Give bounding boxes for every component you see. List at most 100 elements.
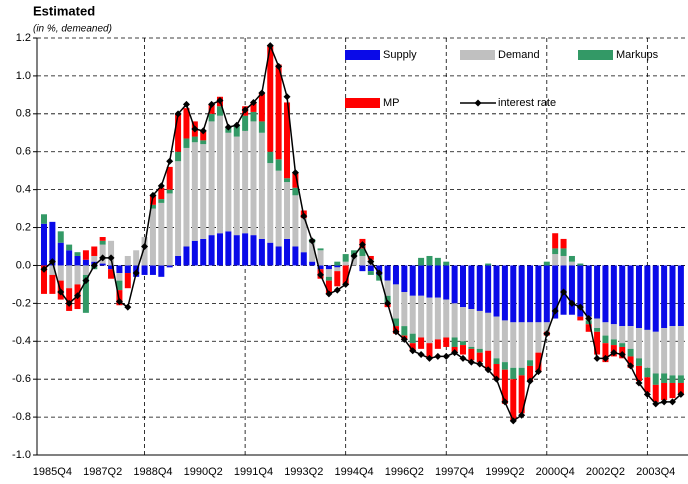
bar-segment — [619, 265, 626, 327]
bar-segment — [543, 261, 550, 266]
bar-segment — [392, 318, 399, 327]
bar-segment — [652, 265, 659, 332]
line-marker — [560, 288, 568, 296]
line-marker — [643, 390, 651, 398]
bar-segment — [175, 113, 182, 152]
bar-segment — [158, 202, 165, 266]
x-tick-label: 1990Q2 — [184, 466, 223, 478]
bar-segment — [309, 242, 316, 262]
bar-segment — [342, 254, 349, 262]
y-tick-label: -0.8 — [12, 411, 31, 423]
bar-segment — [543, 265, 550, 323]
line-marker — [367, 258, 375, 266]
bar-segment — [677, 265, 684, 327]
bar-segment — [409, 333, 416, 344]
bar-segment — [510, 265, 517, 323]
bar-segment — [258, 132, 265, 239]
bar-segment — [677, 375, 684, 383]
legend-item: Supply — [345, 49, 417, 61]
y-tick-label: 1.0 — [16, 70, 31, 82]
bar-segment — [275, 170, 282, 247]
x-tick-label: 2003Q4 — [636, 466, 675, 478]
y-tick-label: 1.2 — [16, 32, 31, 44]
bar-segment — [460, 307, 466, 342]
bar-segment — [359, 255, 366, 266]
line-marker — [518, 411, 526, 419]
bar-segment — [351, 255, 358, 266]
line-marker — [266, 42, 274, 50]
bar-segment — [175, 151, 182, 162]
bar-segment — [602, 343, 609, 363]
chart-title: Estimated — [33, 3, 95, 18]
bar-segment — [158, 187, 165, 200]
bar-segment — [661, 382, 668, 401]
x-tick-label: 1993Q2 — [284, 466, 323, 478]
bar-segment — [41, 265, 47, 294]
line-marker — [333, 286, 341, 294]
bar-segment — [568, 261, 575, 266]
bar-segment — [49, 274, 56, 294]
line-marker — [442, 352, 450, 360]
bar-segment — [133, 250, 140, 266]
legend-label: interest rate — [498, 97, 556, 109]
bar-segment — [191, 142, 198, 241]
bar-segment — [644, 377, 651, 393]
bar-segment — [644, 367, 651, 378]
bar-segment — [200, 130, 207, 141]
bar-segment — [527, 265, 534, 323]
line-marker — [509, 417, 517, 425]
bar-segment — [233, 125, 240, 137]
bar-segment — [602, 322, 609, 336]
line-marker — [157, 182, 165, 190]
bar-segment — [468, 265, 475, 310]
bar-segment — [216, 233, 223, 266]
bar-segment — [82, 265, 89, 275]
legend-label: Supply — [383, 49, 417, 61]
bar-segment — [250, 121, 257, 236]
bar-segment — [158, 265, 165, 277]
x-tick-label: 1985Q4 — [33, 466, 72, 478]
bar-segment — [258, 238, 265, 266]
bar-segment — [527, 365, 534, 382]
bar-segment — [418, 295, 425, 338]
bar-segment — [66, 250, 73, 266]
bar-segment — [309, 261, 316, 266]
bar-segment — [359, 248, 366, 256]
bar-segment — [124, 255, 131, 266]
bar-segment — [208, 113, 215, 122]
bar-segment — [552, 265, 559, 319]
bar-segment — [275, 246, 282, 266]
bar-segment — [501, 320, 508, 363]
bar-segment — [49, 221, 56, 266]
bar-segment — [577, 265, 584, 317]
line-marker — [191, 125, 199, 133]
bar-segment — [585, 320, 592, 325]
line-marker — [660, 398, 668, 406]
bar-segment — [392, 284, 399, 319]
bar-segment — [501, 265, 508, 321]
line-marker — [216, 97, 224, 105]
bar-segment — [116, 273, 123, 281]
y-tick-label: 0.0 — [16, 259, 31, 271]
bar-segment — [334, 261, 341, 266]
line-marker — [384, 299, 392, 307]
bar-segment — [468, 348, 475, 361]
bar-segment — [451, 265, 458, 304]
bar-segment — [594, 328, 601, 332]
line-marker — [342, 280, 350, 288]
bar-segment — [434, 265, 441, 298]
line-marker — [493, 375, 501, 383]
line-marker — [400, 335, 408, 343]
bar-segment — [627, 348, 634, 357]
bar-segment — [460, 265, 466, 308]
bar-segment — [510, 367, 517, 380]
bar-segment — [183, 147, 190, 247]
bar-segment — [610, 339, 617, 346]
bar-segment — [91, 255, 98, 262]
bar-segment — [57, 242, 64, 266]
bar-segment — [577, 316, 584, 321]
bar-segment — [409, 295, 416, 334]
bar-segment — [627, 356, 634, 368]
line-marker — [174, 110, 182, 118]
bar-segment — [242, 130, 249, 234]
